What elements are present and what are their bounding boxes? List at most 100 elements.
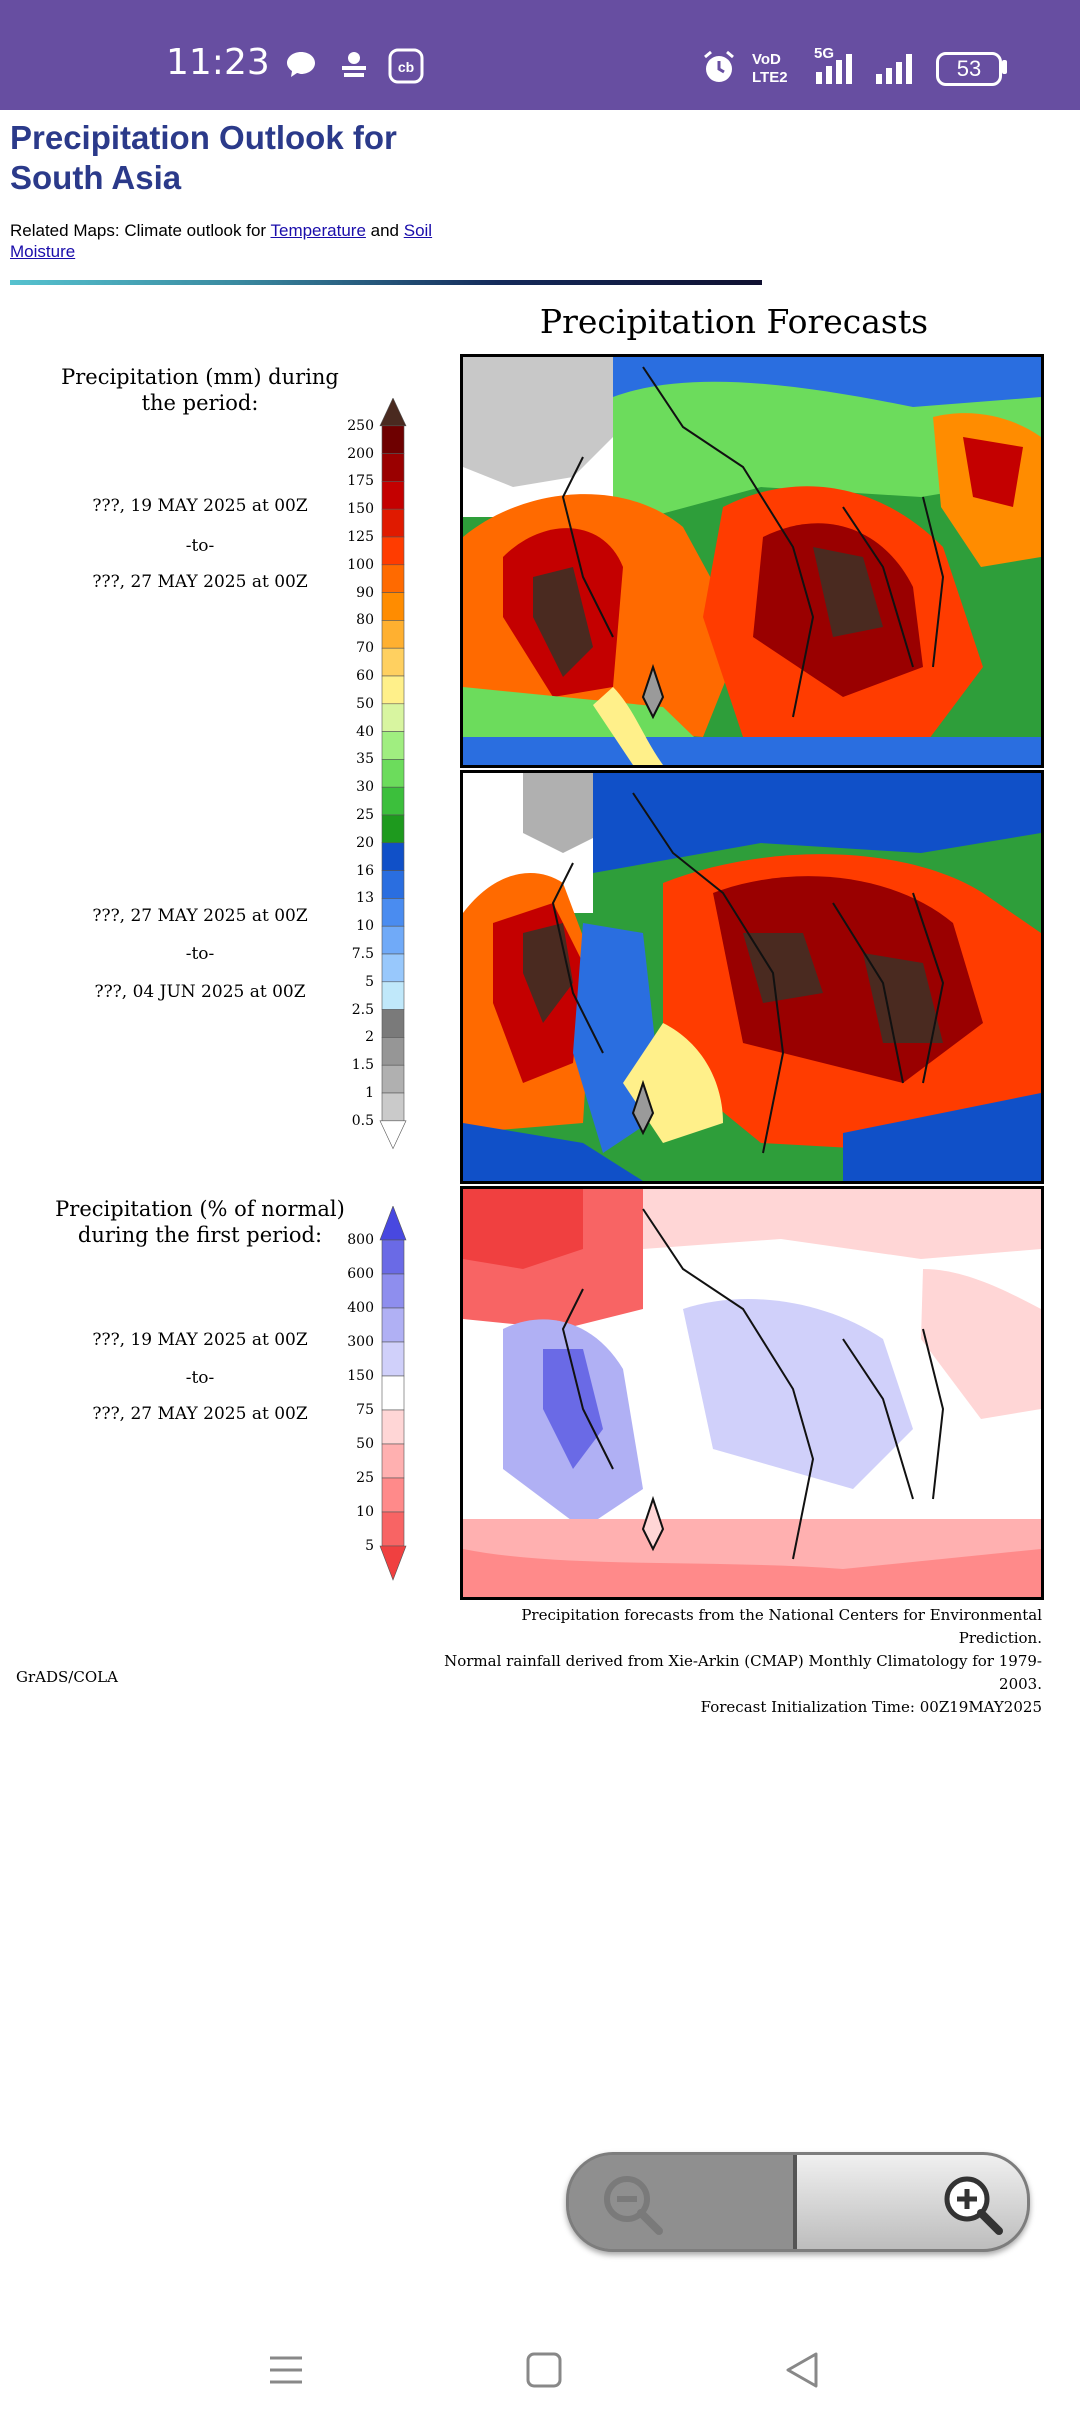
forecast-map-period1 — [460, 354, 1044, 768]
legend-swatch — [381, 508, 405, 538]
status-time: 11:23 — [166, 42, 270, 83]
panel1-start: ???, 19 MAY 2025 at 00Z — [92, 496, 308, 516]
page-title: Precipitation Outlook for South Asia — [10, 119, 397, 196]
legend-swatch — [381, 1239, 405, 1275]
home-icon[interactable] — [524, 2350, 564, 2390]
legend-swatch — [381, 425, 405, 454]
legend-swatch — [381, 536, 405, 566]
legend-tick-label: 0.5 — [351, 1112, 374, 1129]
legend-swatch — [381, 1092, 405, 1122]
forecast-map-period2 — [460, 770, 1044, 1184]
legend-tick-label: 50 — [356, 695, 374, 712]
legend-tick-label: 150 — [347, 501, 374, 518]
credit-line-1: Precipitation forecasts from the Nationa… — [521, 1606, 1042, 1647]
legend-tick-label: 2 — [365, 1029, 374, 1046]
legend-tick-label: 35 — [356, 751, 374, 768]
signal-5g-icon: 5G — [814, 45, 852, 84]
legend-swatch — [379, 398, 407, 427]
zoom-out-button[interactable] — [569, 2155, 795, 2249]
legend-swatch — [381, 1409, 405, 1445]
recent-apps-icon[interactable] — [266, 2350, 306, 2390]
legend-tick-label: 70 — [356, 640, 374, 657]
figure-credits: Precipitation forecasts from the Nationa… — [440, 1604, 1042, 1719]
legend-tick-label: 25 — [356, 1470, 374, 1486]
legend-tick-label: 75 — [356, 1402, 374, 1418]
zoom-in-button[interactable] — [797, 2155, 1027, 2249]
legend-tick-label: 80 — [356, 612, 374, 629]
legend-tick-label: 30 — [356, 779, 374, 796]
svg-text:VoD: VoD — [752, 51, 781, 68]
signal-bars-icon — [876, 54, 912, 84]
svg-text:LTE2: LTE2 — [752, 69, 788, 86]
legend-tick-label: 2.5 — [351, 1001, 374, 1018]
zoom-out-icon — [604, 2176, 663, 2235]
legend-tick-label: 175 — [347, 473, 374, 490]
panel1-end: ???, 27 MAY 2025 at 00Z — [92, 572, 308, 592]
divider-bar — [10, 280, 762, 285]
panel3-end: ???, 27 MAY 2025 at 00Z — [92, 1404, 308, 1424]
legend-swatch — [381, 647, 405, 677]
legend-swatch — [381, 759, 405, 788]
legend-swatch — [381, 925, 405, 955]
legend-tick-label: 100 — [347, 556, 374, 573]
legend-tick-label: 200 — [347, 445, 374, 462]
legend-swatch — [381, 453, 405, 482]
legend-swatch — [381, 953, 405, 983]
panel3-sep: -to- — [185, 1368, 215, 1388]
legend-swatch — [381, 1037, 405, 1066]
panel1-header: Precipitation (mm) during the period: — [61, 365, 339, 415]
legend-swatch — [381, 1341, 405, 1377]
legend-tick-label: 40 — [356, 723, 374, 740]
legend-tick-label: 60 — [356, 668, 374, 684]
panel2-end: ???, 04 JUN 2025 at 00Z — [94, 982, 306, 1002]
legend-swatch — [381, 675, 405, 705]
legend-tick-label: 90 — [356, 584, 374, 601]
panel3-start: ???, 19 MAY 2025 at 00Z — [92, 1330, 308, 1350]
legend-tick-label: 1 — [365, 1085, 374, 1101]
battery-tip — [1002, 60, 1007, 74]
legend-swatch — [381, 1443, 405, 1479]
panel2-sep: -to- — [185, 944, 215, 964]
svg-text:5G: 5G — [814, 45, 834, 62]
temperature-link[interactable]: Temperature — [270, 221, 366, 240]
related-and: and — [365, 221, 404, 240]
mm-color-legend: 250 200 175 150 125 100 90 80 70 60 50 40 35 30 25 20 16… — [326, 398, 416, 1150]
legend-tick-label: 300 — [347, 1334, 374, 1350]
legend-swatch — [381, 703, 405, 732]
legend-tick-label: 250 — [347, 417, 374, 434]
panel2-start: ???, 27 MAY 2025 at 00Z — [92, 906, 308, 926]
percent-color-legend: 800 600 400 300 150 75 50 25 10 5 — [326, 1206, 416, 1586]
app-notification-icon — [342, 52, 366, 77]
legend-swatch — [381, 814, 405, 844]
percent-normal-map — [460, 1186, 1044, 1600]
cb-app-icon: cb — [388, 48, 424, 84]
legend-swatch — [381, 1273, 405, 1309]
credit-line-2: Normal rainfall derived from Xie-Arkin (… — [444, 1652, 1042, 1693]
legend-tick-label: 800 — [347, 1232, 374, 1248]
alarm-icon — [704, 50, 734, 82]
legend-swatch — [381, 981, 405, 1010]
legend-tick-label: 13 — [356, 890, 374, 907]
legend-tick-label: 25 — [356, 807, 374, 823]
grads-cola-label: GrADS/COLA — [16, 1668, 118, 1686]
legend-swatch — [379, 1545, 407, 1581]
legend-colorbar — [379, 1206, 407, 1581]
legend-tick-label: 10 — [356, 918, 374, 935]
legend-tick-label: 10 — [356, 1504, 374, 1520]
zoom-control — [566, 2152, 1030, 2252]
soil-moisture-link[interactable]: Soil Moisture — [10, 221, 433, 261]
battery-icon: 53 — [936, 52, 1002, 86]
panel3-header: Precipitation (% of normal) during the f… — [55, 1197, 345, 1247]
zoom-separator — [793, 2155, 797, 2249]
legend-tick-label: 20 — [356, 834, 374, 851]
back-icon[interactable] — [782, 2350, 822, 2390]
legend-swatch — [381, 786, 405, 816]
zoom-in-icon — [944, 2176, 1003, 2235]
legend-tick-label: 400 — [347, 1300, 374, 1316]
legend-swatch — [381, 592, 405, 621]
legend-swatch — [381, 1009, 405, 1038]
legend-swatch — [381, 620, 405, 649]
legend-tick-label: 5 — [365, 973, 374, 990]
legend-colorbar — [379, 398, 407, 1150]
